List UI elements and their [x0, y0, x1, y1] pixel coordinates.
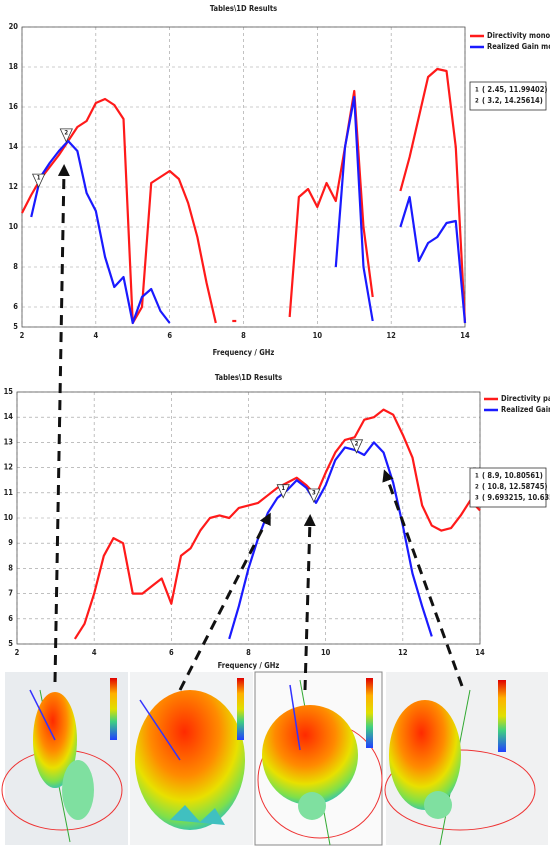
x-tick-label: 8 [241, 331, 246, 340]
marker-label: 2 [355, 440, 359, 447]
series-line [73, 408, 481, 640]
x-tick-label: 4 [93, 331, 98, 340]
x-tick-label: 12 [398, 648, 408, 657]
series-line [21, 97, 217, 325]
y-tick-label: 16 [9, 102, 19, 111]
series-line [399, 195, 467, 324]
marker-box [469, 467, 547, 508]
x-tick-label: 12 [386, 331, 396, 340]
marker [31, 173, 46, 189]
legend-label: Realized Gain patch [501, 405, 550, 414]
series-line [288, 89, 374, 318]
chart-title: Tables\1D Results [210, 4, 277, 13]
y-tick-label: 5 [8, 639, 13, 648]
y-tick-label: 20 [9, 22, 19, 31]
marker-readout: ( 8.9, 10.80561) [482, 471, 543, 480]
y-tick-label: 6 [13, 302, 18, 311]
legend-label: Directivity patch [501, 394, 550, 403]
chart-title: Tables\1D Results [215, 373, 282, 382]
pattern-panels [1, 671, 548, 846]
pattern-panel [384, 672, 548, 846]
y-tick-label: 14 [9, 142, 19, 151]
y-tick-label: 11 [4, 488, 14, 497]
marker-label: 2 [64, 129, 68, 136]
y-tick-label: 10 [9, 222, 19, 231]
x-tick-label: 8 [246, 648, 251, 657]
readout-index: 1 [475, 87, 479, 94]
marker [349, 439, 364, 454]
arrow [382, 469, 464, 687]
y-tick-label: 15 [4, 387, 14, 396]
legend-label: Realized Gain monopoles [487, 42, 550, 51]
y-tick-label: 5 [13, 322, 18, 331]
x-tick-label: 14 [475, 648, 485, 657]
plot-frame [16, 391, 481, 645]
arrow [53, 164, 70, 683]
marker-readout: ( 10.8, 12.58745) [482, 482, 548, 491]
legend-label: Directivity monopoles [487, 31, 550, 40]
y-tick-label: 13 [4, 437, 14, 446]
marker [276, 484, 290, 499]
readout-index: 2 [475, 98, 479, 105]
y-tick-label: 8 [8, 563, 13, 572]
arrows [53, 164, 464, 691]
marker-readout: ( 3.2, 14.25614) [482, 96, 543, 105]
marker [307, 488, 321, 503]
pattern-panel [254, 671, 383, 846]
readout-index: 3 [475, 495, 479, 502]
y-tick-label: 10 [4, 513, 14, 522]
x-tick-label: 6 [169, 648, 174, 657]
pattern-panel [1, 672, 128, 845]
y-tick-label: 7 [8, 589, 13, 598]
series-line [334, 95, 374, 322]
marker-label: 1 [37, 175, 41, 182]
y-tick-label: 9 [8, 538, 13, 547]
x-tick-label: 4 [92, 648, 97, 657]
arrow [303, 514, 316, 691]
x-tick-label: 2 [20, 331, 25, 340]
y-tick-label: 6 [8, 614, 13, 623]
readout-index: 1 [475, 473, 479, 480]
marker-label: 1 [281, 485, 285, 492]
pattern-panel [130, 672, 253, 845]
y-tick-label: 12 [9, 182, 19, 191]
arrow [178, 512, 271, 691]
marker-readout: ( 9.693215, 10.63541) [482, 493, 550, 502]
x-tick-label: 2 [15, 648, 20, 657]
x-axis-label: Frequency / GHz [213, 348, 275, 357]
x-tick-label: 10 [313, 331, 323, 340]
y-tick-label: 18 [9, 62, 19, 71]
y-tick-label: 8 [13, 262, 18, 271]
y-tick-label: 14 [4, 412, 14, 421]
y-tick-label: 12 [4, 463, 14, 472]
marker [59, 128, 73, 143]
marker-label: 3 [312, 489, 316, 496]
readout-index: 2 [475, 484, 479, 491]
series-line [399, 67, 467, 324]
x-tick-label: 10 [321, 648, 331, 657]
x-tick-label: 6 [167, 331, 172, 340]
x-tick-label: 14 [460, 331, 470, 340]
marker-readout: ( 2.45, 11.99402) [482, 85, 548, 94]
plot-frame [21, 26, 466, 328]
series-line [30, 139, 171, 325]
x-axis-label: Frequency / GHz [218, 661, 280, 670]
marker-box [469, 81, 547, 111]
